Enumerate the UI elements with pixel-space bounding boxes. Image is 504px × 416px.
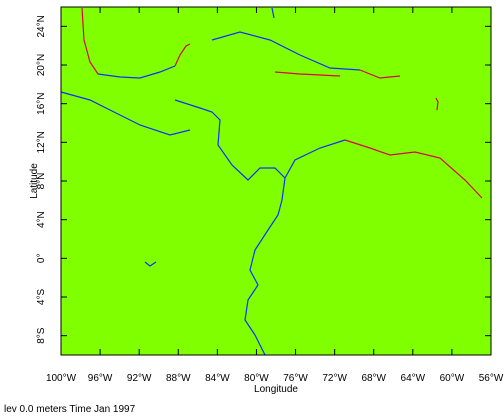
x-tick-label: 64°W (401, 373, 426, 384)
x-axis-label: Longitude (254, 384, 298, 395)
y-tick-label: 12°N (36, 131, 47, 153)
x-tick-label: 68°W (361, 373, 386, 384)
x-tick-label: 60°W (440, 373, 465, 384)
coastline (60, 91, 191, 136)
coastline (271, 7, 275, 19)
y-tick-label: 24°N (36, 15, 47, 37)
footer-text: lev 0.0 meters Time Jan 1997 (4, 404, 136, 415)
x-tick-label: 84°W (205, 373, 230, 384)
y-tick-label: 20°N (36, 54, 47, 76)
plot-area (61, 7, 491, 355)
x-tick-label: 76°W (283, 373, 308, 384)
x-tick-label: 100°W (46, 373, 77, 384)
x-tick-label: 80°W (244, 373, 269, 384)
coastline (81, 7, 99, 75)
y-tick-label: 8°S (36, 327, 47, 344)
x-tick-label: 56°W (479, 373, 504, 384)
coastline (211, 31, 361, 71)
coastline (144, 261, 157, 267)
coastline (435, 97, 439, 111)
x-tick-label: 72°W (322, 373, 347, 384)
x-tick-label: 88°W (166, 373, 191, 384)
y-tick-label: 16°N (36, 92, 47, 114)
coastline (284, 139, 346, 179)
x-tick-label: 92°W (127, 373, 152, 384)
coastline (244, 177, 286, 356)
y-tick-label: 8°N (36, 173, 47, 190)
y-axis-label: Latitude (29, 163, 40, 199)
y-tick-label: 4°N (36, 211, 47, 228)
x-tick-label: 96°W (88, 373, 113, 384)
coastline (359, 69, 401, 79)
coastline (174, 99, 286, 181)
coastlines (60, 7, 483, 356)
coastline (97, 65, 176, 79)
y-tick-label: 4°S (36, 289, 47, 306)
coastline (174, 43, 191, 67)
coastline (344, 139, 483, 199)
coastline (274, 71, 341, 77)
y-tick-label: 0° (36, 254, 47, 264)
